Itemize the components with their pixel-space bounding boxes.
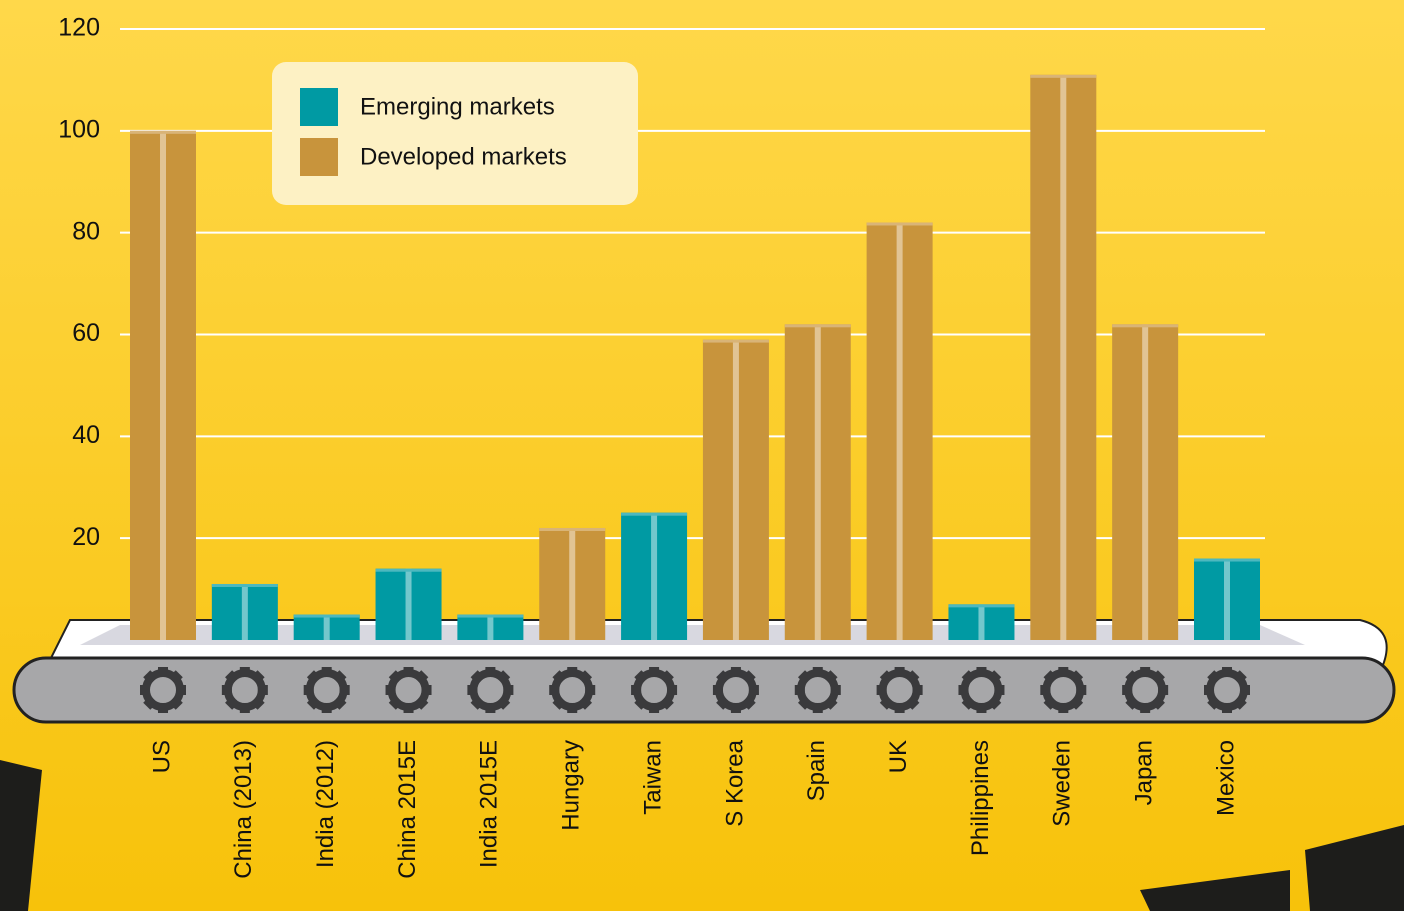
x-tick-label: Spain: [803, 740, 830, 801]
bar-cap: [948, 604, 1014, 607]
bar-highlight: [406, 569, 412, 640]
belt: [14, 658, 1394, 722]
x-tick-label: Philippines: [967, 740, 994, 856]
bar-cap: [294, 615, 360, 618]
y-tick-label: 80: [72, 217, 100, 245]
x-tick-label: US: [148, 740, 175, 773]
bar-cap: [867, 222, 933, 225]
x-tick-label: Mexico: [1212, 740, 1239, 816]
bar-highlight: [978, 604, 984, 640]
legend-label: Emerging markets: [360, 93, 555, 120]
y-tick-label: 20: [72, 523, 100, 551]
bar-highlight: [815, 324, 821, 640]
bar-cap: [703, 340, 769, 343]
bar-highlight: [569, 528, 575, 640]
bar-highlight: [160, 131, 166, 640]
x-tick-label: UK: [885, 740, 912, 773]
x-tick-label: Taiwan: [639, 740, 666, 815]
x-tick-label: Sweden: [1049, 740, 1076, 827]
bar-highlight: [1224, 559, 1230, 640]
background: [0, 0, 1404, 911]
x-tick-label: Japan: [1130, 740, 1157, 805]
y-tick-label: 40: [72, 421, 100, 449]
bar-cap: [376, 569, 442, 572]
chart: 020406080100120 Emerging marketsDevelope…: [0, 0, 1404, 911]
bar-cap: [621, 513, 687, 516]
y-tick-label: 60: [72, 319, 100, 347]
bar-highlight: [1060, 75, 1066, 640]
bar-highlight: [733, 340, 739, 640]
bar-highlight: [324, 615, 330, 640]
bar-highlight: [242, 584, 248, 640]
legend-swatch: [300, 138, 338, 176]
x-tick-label: China (2013): [230, 740, 257, 879]
y-tick-label: 120: [58, 14, 100, 42]
bar-highlight: [651, 513, 657, 640]
y-tick-label: 100: [58, 115, 100, 143]
bar-cap: [212, 584, 278, 587]
x-tick-label: India (2012): [312, 740, 339, 868]
bar-cap: [457, 615, 523, 618]
bar-cap: [539, 528, 605, 531]
bar-cap: [785, 324, 851, 327]
bar-cap: [1030, 75, 1096, 78]
legend-swatch: [300, 88, 338, 126]
x-tick-label: China 2015E: [394, 740, 421, 879]
bar-highlight: [487, 615, 493, 640]
legend: [272, 62, 638, 205]
x-tick-label: India 2015E: [476, 740, 503, 868]
bar-highlight: [897, 222, 903, 640]
bar-cap: [1194, 559, 1260, 562]
bar-cap: [1112, 324, 1178, 327]
x-tick-label: S Korea: [721, 739, 748, 826]
x-tick-label: Hungary: [558, 740, 585, 831]
bar-highlight: [1142, 324, 1148, 640]
bar-cap: [130, 131, 196, 134]
legend-label: Developed markets: [360, 143, 567, 170]
